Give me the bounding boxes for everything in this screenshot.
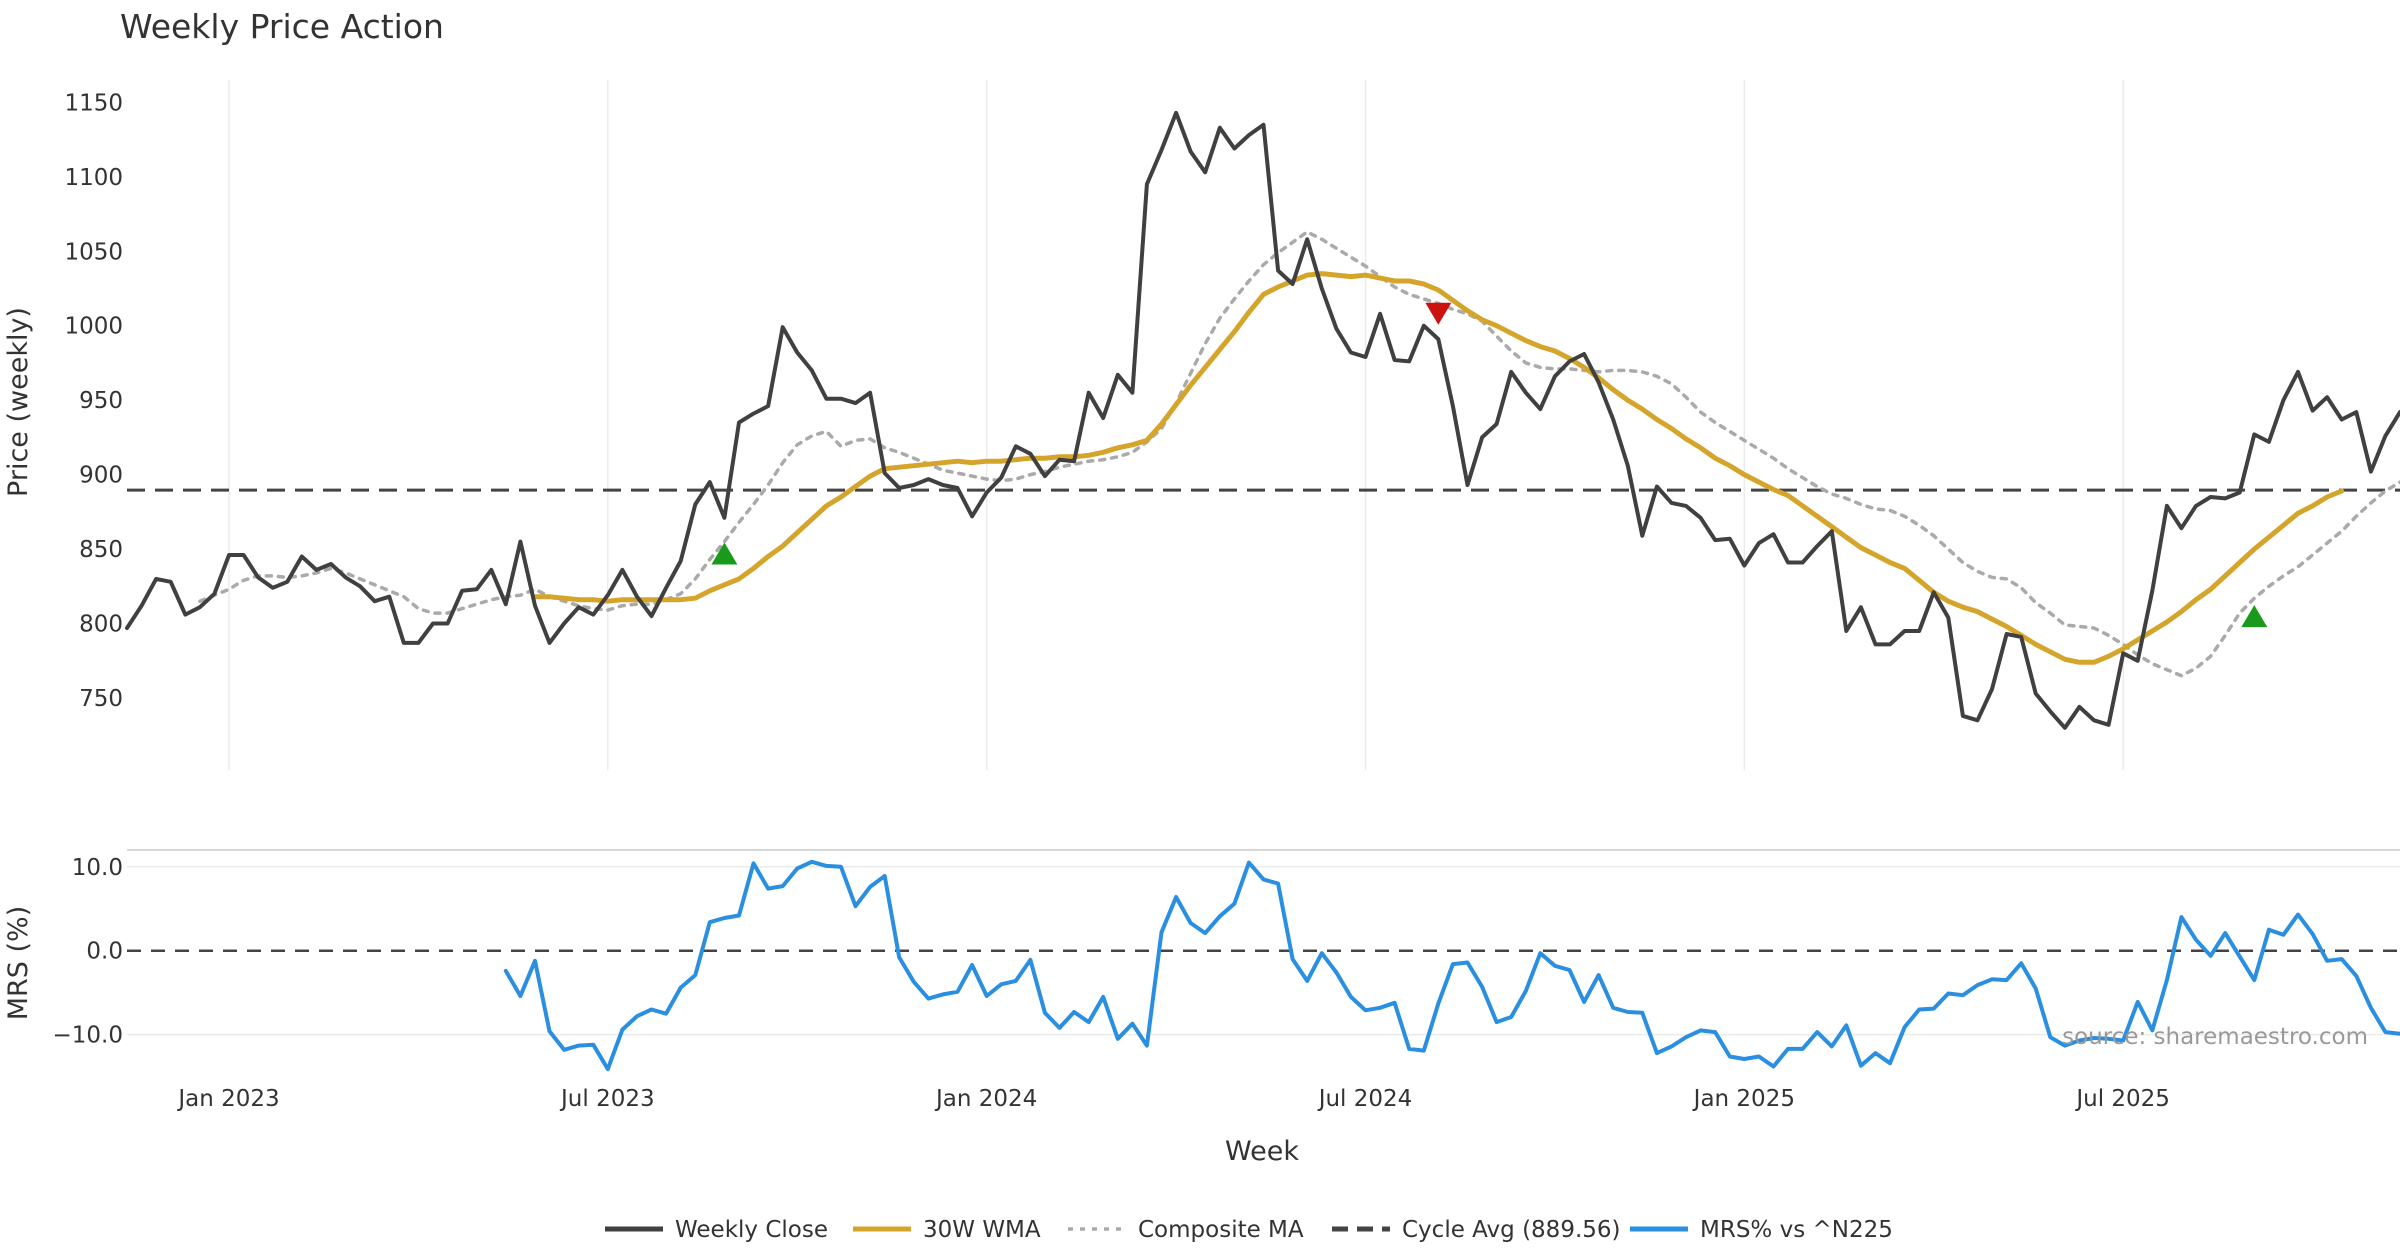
- sell-signal-marker: [1425, 302, 1452, 325]
- x-tick-label: Jan 2023: [176, 1086, 279, 1112]
- price-y-tick-label: 750: [79, 686, 123, 712]
- legend-entry-composite: Composite MA: [1068, 1217, 1304, 1243]
- price-series: [125, 110, 2400, 730]
- legend-entry-wma: 30W WMA: [853, 1217, 1041, 1243]
- mrs-series: [503, 859, 2400, 1072]
- price-y-tick-label: 1050: [64, 239, 123, 265]
- mrs-line: [503, 859, 2400, 1072]
- legend-entry-mrs: MRS% vs ^N225: [1630, 1217, 1893, 1243]
- mrs-y-tick-label: −10.0: [53, 1023, 123, 1049]
- legend-entry-cycle: Cycle Avg (889.56): [1332, 1217, 1621, 1243]
- chart-title: Weekly Price Action: [120, 7, 444, 46]
- legend-label: Composite MA: [1138, 1217, 1304, 1243]
- x-tick-label: Jan 2025: [1692, 1086, 1795, 1112]
- price-y-tick-label: 850: [79, 537, 123, 563]
- price-y-tick-label: 950: [79, 388, 123, 414]
- signal-markers: [711, 302, 2268, 628]
- buy-signal-marker: [2241, 605, 2268, 628]
- legend-entry-close: Weekly Close: [605, 1217, 828, 1243]
- mrs-grid: [127, 849, 2400, 1036]
- x-tick-label: Jul 2023: [559, 1086, 655, 1112]
- price-y-tick-label: 800: [79, 612, 123, 638]
- x-tick-label: Jul 2024: [1317, 1086, 1413, 1112]
- source-note: source: sharemaestro.com: [2062, 1024, 2368, 1050]
- mrs-y-ticks: 10.0 0.0 −10.0: [53, 855, 123, 1049]
- buy-signal-marker: [711, 542, 738, 565]
- x-axis-ticks: Jan 2023 Jul 2023 Jan 2024 Jul 2024 Jan 2025…: [176, 1086, 2170, 1112]
- close-line: [125, 110, 2400, 730]
- composite-line: [198, 230, 2400, 678]
- price-y-ticks: 750 800 850 900 950 1000 1050 1100 1150: [64, 90, 123, 712]
- price-y-tick-label: 1100: [64, 165, 123, 191]
- x-tick-label: Jul 2025: [2074, 1086, 2170, 1112]
- wma-line: [532, 271, 2345, 665]
- legend: Weekly Close 30W WMA Composite MA Cycle Avg…: [605, 1217, 1893, 1243]
- mrs-y-tick-label: 0.0: [86, 939, 123, 965]
- price-y-tick-label: 900: [79, 463, 123, 489]
- legend-label: Cycle Avg (889.56): [1402, 1217, 1621, 1243]
- price-y-axis-label: Price (weekly): [3, 307, 34, 497]
- legend-label: MRS% vs ^N225: [1700, 1217, 1893, 1243]
- x-tick-label: Jan 2024: [934, 1086, 1037, 1112]
- price-y-tick-label: 1150: [64, 90, 123, 116]
- mrs-y-tick-label: 10.0: [72, 855, 123, 881]
- mrs-y-axis-label: MRS (%): [3, 906, 34, 1021]
- x-axis-label: Week: [1225, 1136, 1299, 1167]
- price-y-tick-label: 1000: [64, 314, 123, 340]
- price-grid: [228, 80, 2124, 770]
- legend-label: 30W WMA: [923, 1217, 1041, 1243]
- legend-label: Weekly Close: [675, 1217, 828, 1243]
